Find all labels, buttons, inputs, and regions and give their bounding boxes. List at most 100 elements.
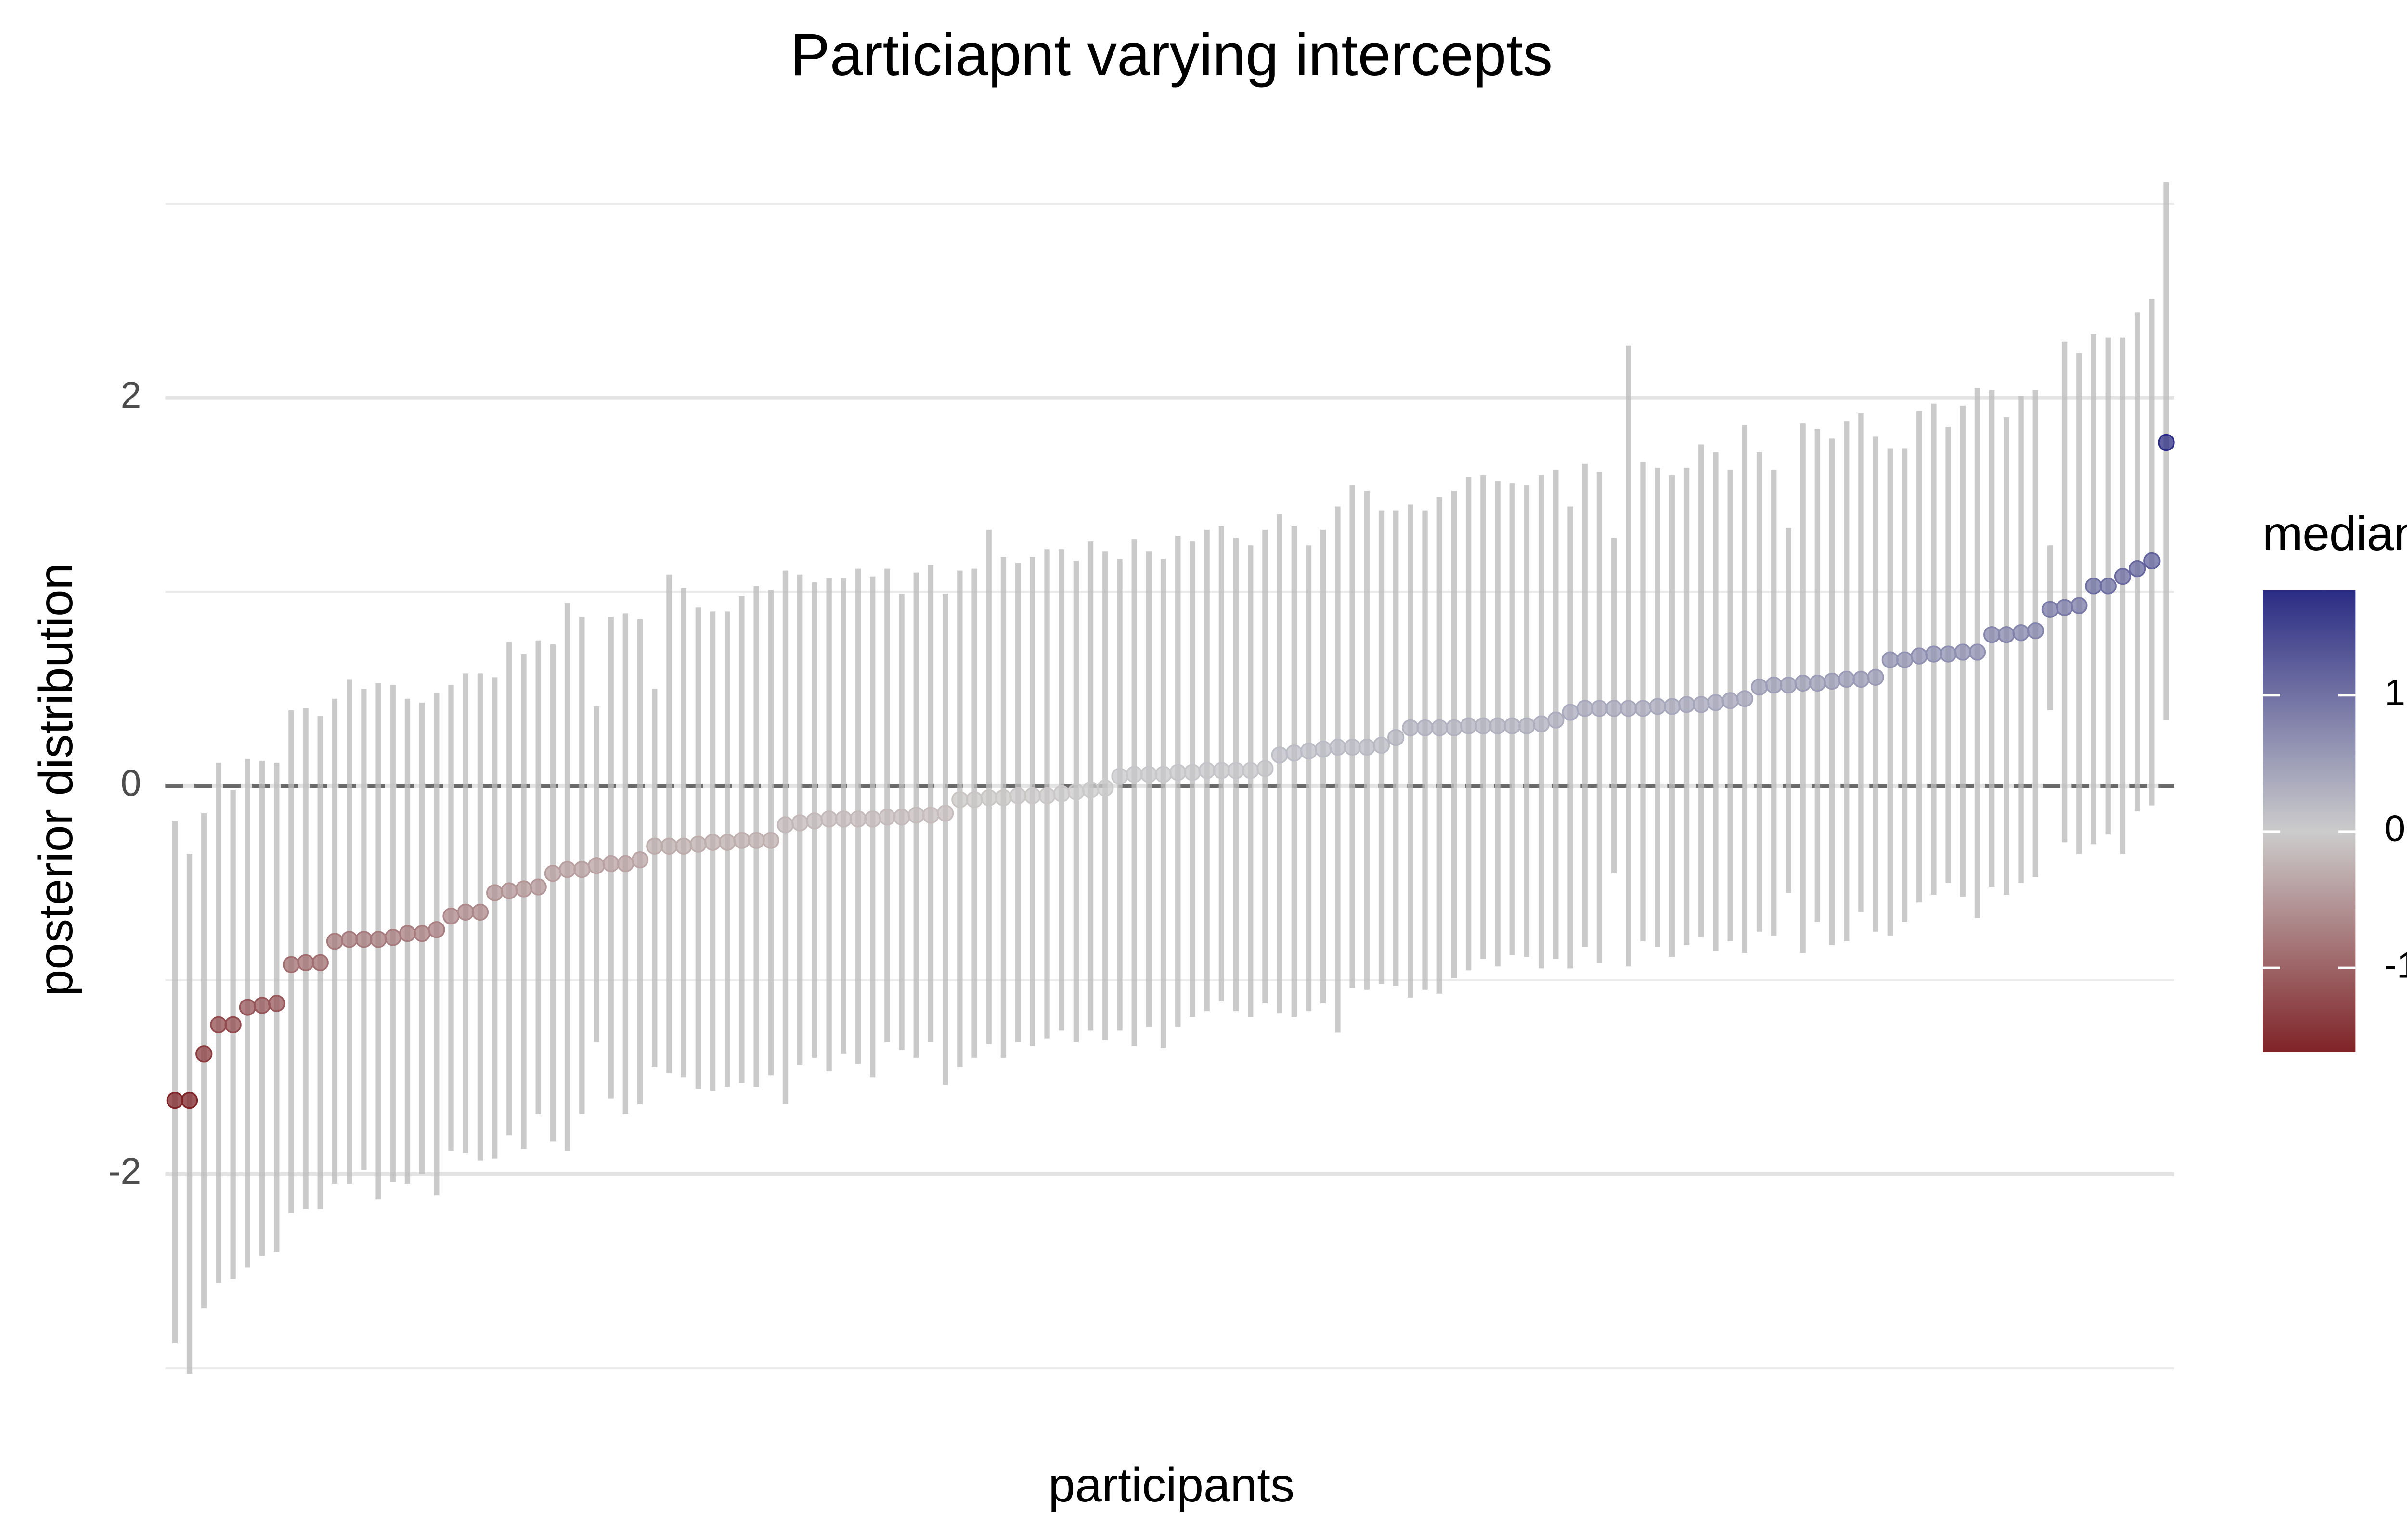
median-point [1009, 787, 1027, 805]
median-point [675, 837, 692, 855]
median-point [2099, 578, 2117, 595]
median-point [399, 925, 416, 942]
median-point [1998, 626, 2015, 643]
median-point [297, 954, 314, 971]
median-point [879, 808, 896, 826]
median-point [1372, 736, 1390, 754]
legend: -1 0 1 [2263, 672, 2407, 986]
legend-title: median [2263, 507, 2407, 561]
median-point [181, 1091, 198, 1109]
median-point [1097, 779, 1114, 796]
median-point [224, 1016, 242, 1034]
median-point [1940, 645, 1957, 663]
median-point [1285, 744, 1303, 762]
median-point [1896, 651, 1914, 668]
median-point [530, 878, 547, 896]
median-point [1649, 698, 1666, 715]
median-point [1053, 785, 1070, 803]
median-point [806, 812, 823, 830]
median-point [457, 903, 474, 921]
median-point [1271, 746, 1288, 764]
median-point [995, 789, 1012, 807]
median-point [1794, 674, 1812, 692]
median-point [966, 791, 983, 808]
median-point [660, 837, 678, 855]
median-point [326, 933, 344, 950]
median-point [791, 814, 809, 832]
median-point [1169, 764, 1187, 781]
median-point [1489, 717, 1506, 734]
median-point [2085, 578, 2102, 595]
grid [165, 203, 2174, 1370]
y-tick-label: 2 [121, 375, 142, 416]
median-point [1678, 696, 1695, 713]
median-point [1038, 787, 1056, 805]
median-point [864, 810, 881, 828]
median-point [573, 861, 591, 878]
y-tick-label: 0 [121, 763, 142, 804]
median-point [1707, 694, 1724, 711]
median-point [428, 921, 445, 938]
median-point [1067, 783, 1085, 801]
median-point [1198, 762, 1216, 779]
colorbar-tick-label: 1 [2384, 672, 2405, 713]
median-point [2056, 599, 2073, 616]
x-axis-label: participants [1048, 1458, 1294, 1512]
median-point [1445, 719, 1463, 736]
median-point [733, 832, 751, 849]
median-point [1954, 643, 1971, 661]
median-point [776, 816, 794, 834]
median-point [558, 861, 576, 878]
median-point [2143, 552, 2161, 570]
median-point [1750, 678, 1768, 696]
median-point [719, 834, 736, 851]
median-point [1591, 700, 1608, 717]
median-point [1300, 743, 1318, 760]
median-point [2114, 568, 2132, 585]
median-point [689, 835, 707, 853]
medians [166, 434, 2175, 1109]
median-point [1881, 651, 1899, 668]
median-point [893, 808, 910, 826]
median-point [471, 903, 489, 921]
median-point [2012, 624, 2030, 642]
median-point [1024, 787, 1041, 805]
median-point [762, 832, 779, 849]
y-axis-label: posterior distribution [29, 563, 83, 996]
median-point [253, 997, 271, 1014]
median-point [1620, 700, 1637, 717]
median-point [631, 851, 649, 869]
median-point [195, 1045, 213, 1063]
colorbar-tick-label: 0 [2384, 808, 2405, 849]
median-point [1503, 717, 1521, 734]
median-point [1823, 672, 1841, 690]
median-point [544, 865, 562, 882]
median-point [1576, 700, 1593, 717]
median-point [1518, 717, 1536, 734]
median-point [2128, 560, 2146, 578]
median-point [835, 810, 852, 828]
median-point [1213, 762, 1230, 779]
median-point [1082, 781, 1100, 799]
median-point [1315, 740, 1332, 758]
median-point [1387, 729, 1405, 746]
median-point [1329, 738, 1346, 756]
median-point [1111, 768, 1128, 785]
median-point [442, 907, 460, 925]
median-point [515, 880, 532, 898]
median-point [936, 805, 954, 822]
median-point [2158, 434, 2175, 451]
median-point [1431, 719, 1448, 736]
median-point [1184, 764, 1201, 781]
median-point [1721, 692, 1739, 709]
median-point [1634, 700, 1652, 717]
median-point [602, 855, 620, 873]
median-point [1663, 698, 1681, 715]
median-point [1402, 719, 1419, 736]
colorbar-tick-label: -1 [2384, 945, 2407, 986]
median-point [1242, 762, 1259, 779]
median-point [1867, 668, 1884, 686]
median-point [413, 925, 431, 942]
median-point [588, 857, 605, 874]
